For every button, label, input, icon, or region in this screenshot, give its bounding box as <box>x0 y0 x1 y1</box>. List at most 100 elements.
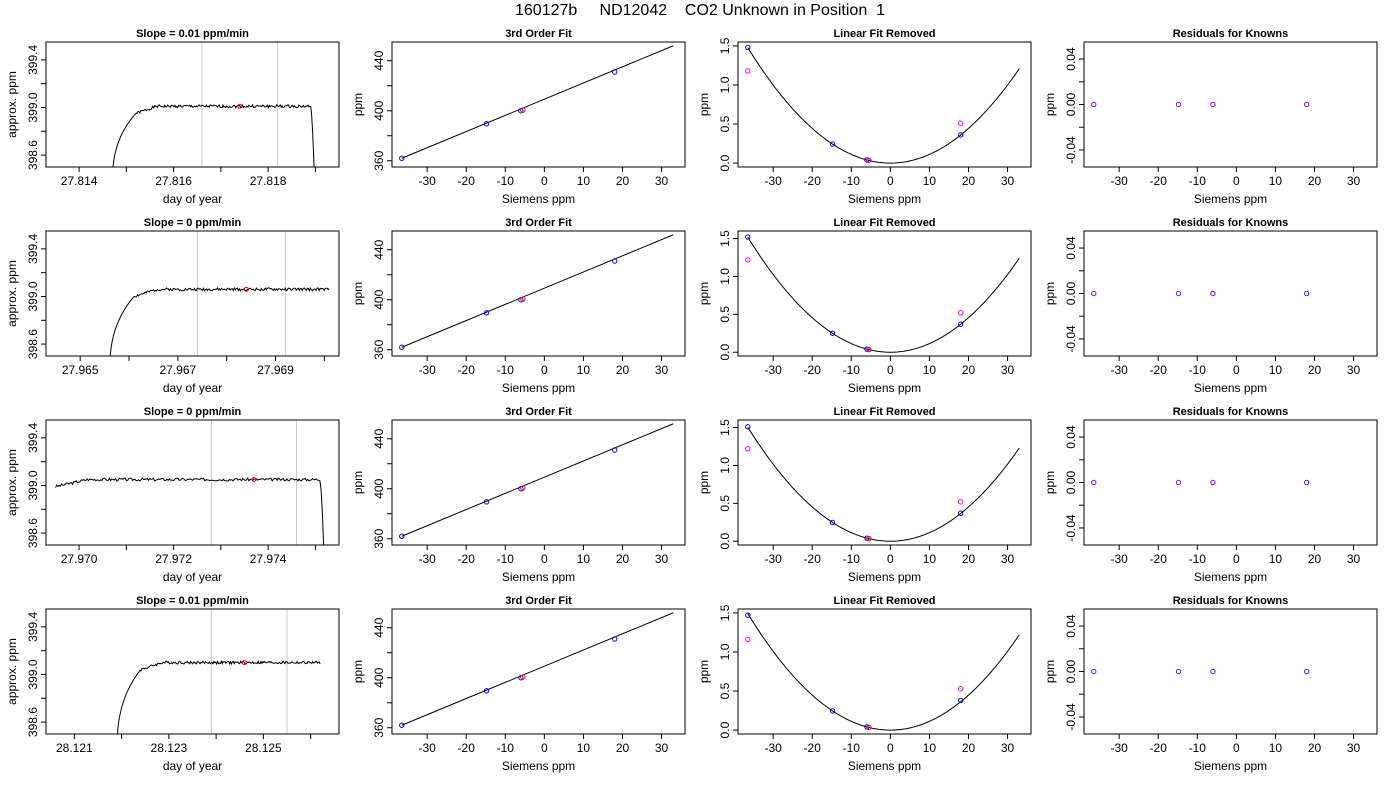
x-tick-label: -10 <box>843 363 861 377</box>
data-trace <box>112 103 315 167</box>
plot-frame <box>1083 41 1378 168</box>
unknown-point <box>957 120 964 126</box>
plot-area <box>1091 101 1310 108</box>
y-tick-label: 399.4 <box>26 45 40 75</box>
panel-r4-c4: Residuals for Knowns -30 -20 -10 0 10 20 30 -0.0… <box>1043 595 1378 773</box>
y-tick-label: 399.0 <box>26 659 40 689</box>
x-tick-label: -20 <box>1150 363 1168 377</box>
x-tick-label: -20 <box>1150 741 1168 755</box>
y-tick-label: 0.0 <box>718 721 732 738</box>
y-axis-label: ppm <box>697 471 711 494</box>
x-tick-label: -10 <box>497 174 515 188</box>
plot-frame <box>1083 419 1378 546</box>
x-tick-label: 0 <box>541 174 548 188</box>
x-tick-label: -10 <box>1189 741 1207 755</box>
y-tick-label: 1.0 <box>718 268 732 285</box>
data-trace <box>55 477 325 545</box>
y-tick-label: 398.6 <box>26 518 40 548</box>
known-point <box>483 121 490 127</box>
x-axis-label: Siemens ppm <box>502 570 575 584</box>
residual-point <box>1210 101 1216 108</box>
panel-title: 3rd Order Fit <box>505 28 572 40</box>
panel-r3-c2: 3rd Order Fit -30 -20 -10 0 10 20 30 360 400 440 Si… <box>351 406 686 584</box>
x-tick-label: 20 <box>1308 363 1322 377</box>
known-point <box>957 697 964 704</box>
x-tick-label: -10 <box>843 552 861 566</box>
x-axis-label: Siemens ppm <box>848 192 921 206</box>
x-tick-label: -30 <box>1110 174 1128 188</box>
x-tick-label: 30 <box>1001 741 1015 755</box>
known-point <box>399 155 405 161</box>
y-tick-label: 399.0 <box>26 470 40 500</box>
residual-point <box>1091 290 1097 297</box>
x-axis-label: Siemens ppm <box>502 759 575 773</box>
y-tick-label: 0.04 <box>1064 614 1078 638</box>
y-tick-label: -0.04 <box>1064 136 1078 164</box>
plot-area <box>745 424 1020 542</box>
known-point <box>829 708 836 714</box>
fit-curve <box>747 47 1020 164</box>
x-tick-label: 27.970 <box>61 552 98 566</box>
panel-title: Linear Fit Removed <box>833 28 935 40</box>
sample-point <box>866 346 872 353</box>
x-tick-label: 0 <box>1233 552 1240 566</box>
x-axis-label: day of year <box>163 759 222 773</box>
fit-line <box>401 612 674 726</box>
y-tick-label: 399.0 <box>26 92 40 122</box>
x-tick-label: 0 <box>887 363 894 377</box>
y-tick-label: -0.04 <box>1064 703 1078 731</box>
x-tick-label: -30 <box>1110 741 1128 755</box>
y-axis-label: ppm <box>697 93 711 116</box>
x-tick-label: -30 <box>764 552 782 566</box>
x-tick-label: -10 <box>497 363 515 377</box>
x-tick-label: -20 <box>804 741 822 755</box>
x-tick-label: -20 <box>458 174 476 188</box>
plot-area <box>109 231 330 356</box>
x-tick-label: 30 <box>1347 741 1361 755</box>
plot-area <box>112 42 315 167</box>
x-tick-label: 27.974 <box>250 552 287 566</box>
panel-r3-c1: Slope = 0 ppm/min 27.970 27.972 27.974 398.6… <box>5 406 340 584</box>
x-tick-label: -30 <box>764 174 782 188</box>
panel-r3-c4: Residuals for Knowns -30 -20 -10 0 10 20 30 -0.0… <box>1043 406 1378 584</box>
x-axis-label: Siemens ppm <box>502 381 575 395</box>
sample-point <box>866 157 872 164</box>
residual-point <box>1303 290 1310 297</box>
known-point <box>957 321 964 327</box>
residual-point <box>1091 479 1097 486</box>
plot-area <box>745 612 1020 731</box>
plot-frame <box>737 230 1032 357</box>
sample-point <box>866 535 872 542</box>
y-tick-label: 440 <box>372 428 386 448</box>
fit-line <box>401 234 674 348</box>
y-tick-label: 0.00 <box>1064 470 1078 494</box>
y-tick-label: 1.0 <box>718 76 732 93</box>
x-tick-label: -10 <box>497 741 515 755</box>
panel-r3-c3: Linear Fit Removed -30 -20 -10 0 10 20 30 0.0 0.5… <box>697 406 1032 584</box>
x-tick-label: 20 <box>616 174 630 188</box>
y-axis-label: ppm <box>1043 282 1057 305</box>
y-axis-label: approx. ppm <box>5 260 19 327</box>
y-axis-label: ppm <box>351 660 365 683</box>
x-tick-label: 20 <box>616 741 630 755</box>
plot-area <box>117 609 321 734</box>
known-point <box>483 310 490 316</box>
x-tick-label: 30 <box>1347 174 1361 188</box>
y-axis-label: approx. ppm <box>5 638 19 705</box>
y-axis-label: ppm <box>1043 93 1057 116</box>
x-tick-label: -30 <box>418 741 436 755</box>
marker-point <box>243 286 249 292</box>
y-tick-label: 0.5 <box>718 495 732 512</box>
plot-area <box>399 612 674 728</box>
y-tick-label: 0.04 <box>1064 236 1078 260</box>
y-tick-label: 1.0 <box>718 643 732 660</box>
plot-frame <box>391 608 686 735</box>
known-point <box>745 424 751 430</box>
y-tick-label: 1.0 <box>718 457 732 474</box>
marker-point <box>251 477 257 483</box>
known-point <box>829 141 836 147</box>
x-tick-label: -30 <box>1110 363 1128 377</box>
x-axis-label: Siemens ppm <box>848 570 921 584</box>
x-tick-label: 10 <box>1269 363 1283 377</box>
x-tick-label: 28.121 <box>56 741 93 755</box>
